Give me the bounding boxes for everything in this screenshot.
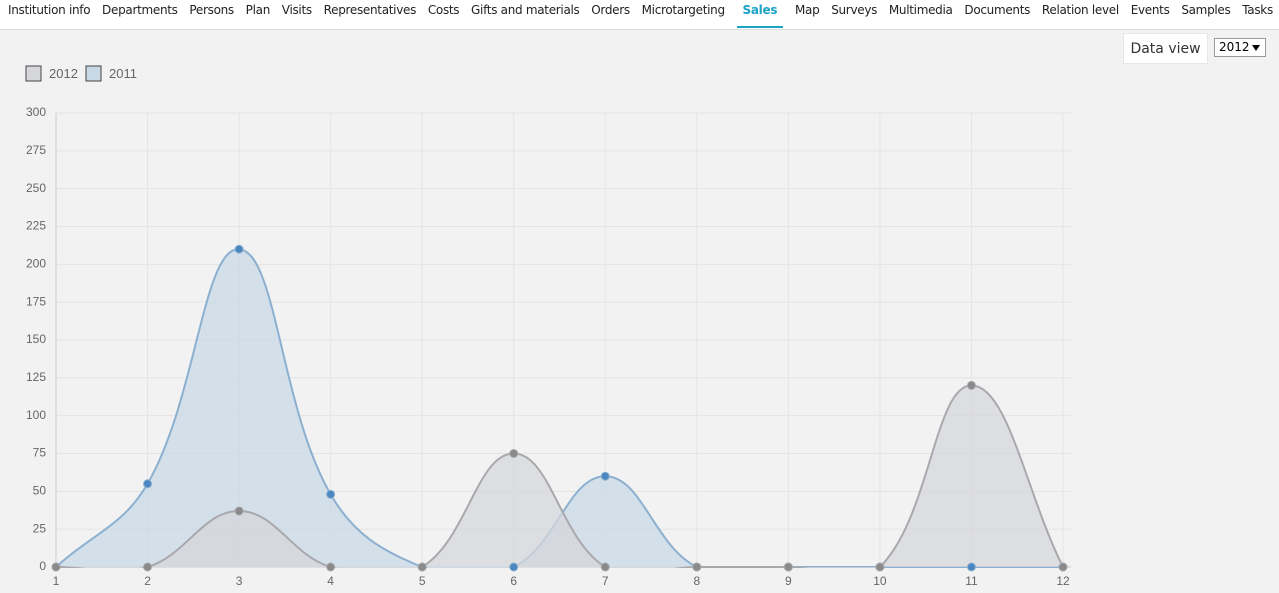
data-point bbox=[509, 449, 519, 458]
data-point bbox=[509, 562, 519, 572]
legend-label: 2011 bbox=[109, 66, 137, 81]
nav-tab[interactable]: Tasks bbox=[1242, 3, 1273, 17]
y-tick-label: 250 bbox=[26, 181, 46, 195]
data-view-button[interactable]: Data view bbox=[1123, 33, 1208, 64]
y-tick-label: 50 bbox=[33, 484, 47, 498]
data-point bbox=[143, 479, 153, 489]
nav-tab[interactable]: Orders bbox=[591, 3, 630, 17]
data-point bbox=[326, 562, 336, 572]
y-tick-label: 100 bbox=[26, 408, 46, 422]
nav-tab[interactable]: Sales bbox=[736, 0, 784, 28]
legend-swatch bbox=[25, 65, 42, 82]
nav-tab[interactable]: Institution info bbox=[8, 3, 91, 17]
x-tick-label: 11 bbox=[965, 574, 978, 588]
series-area bbox=[56, 385, 1063, 568]
x-tick-label: 7 bbox=[602, 574, 609, 588]
data-point bbox=[326, 489, 336, 499]
year-select[interactable]: 2012 bbox=[1214, 38, 1266, 57]
y-tick-label: 150 bbox=[26, 332, 46, 346]
data-point bbox=[966, 380, 976, 390]
data-point bbox=[966, 562, 976, 572]
nav-tab[interactable]: Events bbox=[1130, 3, 1170, 17]
nav-tab[interactable]: Departments bbox=[102, 3, 178, 17]
data-point bbox=[234, 244, 244, 254]
nav-tab[interactable]: Relation level bbox=[1041, 3, 1119, 17]
nav-tab[interactable]: Multimedia bbox=[888, 3, 953, 17]
nav-tab[interactable]: Costs bbox=[427, 3, 460, 17]
x-tick-label: 1 bbox=[53, 574, 60, 588]
nav-tab[interactable]: Documents bbox=[964, 3, 1031, 17]
x-tick-label: 2 bbox=[144, 574, 151, 588]
data-point bbox=[692, 562, 702, 572]
data-point bbox=[600, 562, 610, 572]
x-tick-label: 9 bbox=[785, 574, 792, 588]
nav-tab[interactable]: Surveys bbox=[831, 3, 878, 17]
nav-tab[interactable]: Visits bbox=[281, 3, 312, 17]
data-point bbox=[51, 562, 61, 572]
nav-bar: Institution info Departments Persons Plan Vi… bbox=[0, 0, 1279, 30]
nav-tab[interactable]: Representatives bbox=[323, 3, 417, 17]
x-tick-label: 6 bbox=[510, 574, 517, 588]
nav-tab[interactable]: Persons bbox=[189, 3, 234, 17]
x-tick-label: 3 bbox=[236, 574, 243, 588]
data-point bbox=[417, 562, 427, 572]
data-point bbox=[600, 471, 610, 481]
data-point bbox=[234, 506, 244, 516]
y-tick-label: 0 bbox=[39, 559, 46, 573]
legend-label: 2012 bbox=[49, 66, 78, 81]
plot-area bbox=[56, 248, 1064, 568]
data-point bbox=[1058, 562, 1068, 572]
y-tick-label: 200 bbox=[26, 257, 46, 271]
legend-swatch bbox=[85, 65, 102, 82]
y-tick-label: 175 bbox=[26, 294, 46, 308]
y-tick-label: 300 bbox=[26, 105, 46, 119]
data-point bbox=[143, 562, 153, 572]
nav-tab[interactable]: Map bbox=[794, 3, 820, 17]
y-tick-label: 25 bbox=[33, 521, 47, 535]
data-point bbox=[875, 562, 885, 572]
x-tick-label: 8 bbox=[693, 574, 700, 588]
x-tick-label: 10 bbox=[873, 574, 887, 588]
nav-tab[interactable]: Samples bbox=[1181, 3, 1231, 17]
data-point bbox=[783, 562, 793, 572]
nav-tab[interactable]: Plan bbox=[245, 3, 271, 17]
nav-tab[interactable]: Microtargeting bbox=[641, 3, 725, 17]
y-tick-label: 75 bbox=[33, 446, 47, 460]
nav-tab[interactable]: Gifts and materials bbox=[471, 3, 580, 17]
x-tick-label: 5 bbox=[419, 574, 426, 588]
x-tick-label: 12 bbox=[1056, 574, 1070, 588]
x-tick-label: 4 bbox=[327, 574, 334, 588]
series-area bbox=[56, 249, 1063, 568]
y-tick-label: 225 bbox=[26, 219, 46, 233]
y-tick-label: 275 bbox=[26, 143, 46, 157]
y-tick-label: 125 bbox=[26, 370, 46, 384]
